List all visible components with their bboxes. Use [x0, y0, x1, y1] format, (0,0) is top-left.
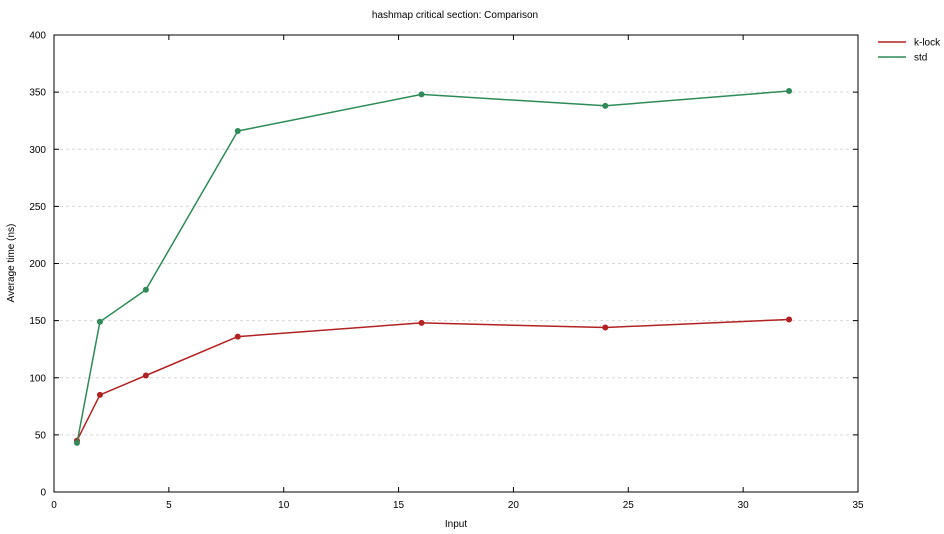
data-point-std [142, 286, 149, 293]
x-tick-label: 35 [852, 500, 864, 511]
data-point-std [73, 439, 80, 446]
y-tick-label: 400 [29, 31, 46, 42]
y-tick-label: 100 [29, 373, 46, 384]
x-tick-label: 0 [51, 500, 57, 511]
data-point-k-lock [602, 324, 609, 331]
y-tick-label: 200 [29, 259, 46, 270]
series-k-lock-group [73, 316, 793, 444]
grid-lines [54, 91, 858, 436]
data-point-std [96, 318, 103, 325]
x-tick-label: 5 [166, 500, 172, 511]
data-point-std [786, 87, 793, 94]
data-point-k-lock [96, 391, 103, 398]
legend-label-std: std [914, 53, 927, 64]
x-axis-title: Input [445, 519, 467, 530]
axis-ticks: 0 50 100 150 200 250 300 350 400 0 5 10 15 20 25 30 35 [29, 31, 864, 512]
data-point-k-lock [234, 333, 241, 340]
y-tick-label: 0 [40, 488, 46, 499]
data-point-k-lock [418, 319, 425, 326]
x-tick-label: 25 [623, 500, 635, 511]
data-point-k-lock [786, 316, 793, 323]
series-line-k-lock [76, 318, 790, 441]
x-tick-label: 20 [508, 500, 520, 511]
series-layer [73, 87, 793, 446]
series-line-std [76, 90, 790, 444]
x-tick-label: 10 [278, 500, 290, 511]
data-point-std [234, 127, 241, 134]
data-point-k-lock [142, 372, 149, 379]
chart-title: hashmap critical section: Comparison [372, 10, 538, 21]
legend: k-lock std [878, 38, 941, 64]
series-std-group [73, 87, 793, 446]
y-tick-label: 250 [29, 202, 46, 213]
x-tick-label: 30 [738, 500, 750, 511]
legend-label-k-lock: k-lock [914, 38, 941, 49]
x-tick-label: 15 [393, 500, 405, 511]
data-point-std [418, 91, 425, 98]
y-tick-label: 150 [29, 316, 46, 327]
data-point-std [602, 102, 609, 109]
y-tick-label: 300 [29, 145, 46, 156]
y-tick-label: 350 [29, 88, 46, 99]
y-axis-title: Average time (ns) [6, 224, 17, 303]
y-tick-label: 50 [35, 430, 47, 441]
